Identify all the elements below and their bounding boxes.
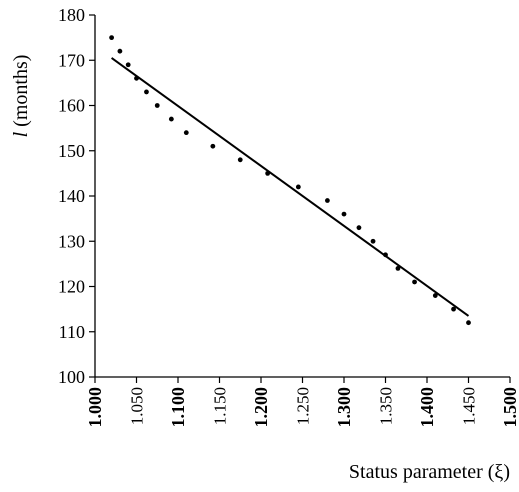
y-tick-label: 110 (59, 322, 85, 342)
x-tick-label: 1.150 (211, 387, 230, 425)
x-tick-label: 1.100 (168, 387, 188, 428)
data-point (370, 238, 376, 244)
x-tick-label: 1.050 (128, 387, 147, 425)
x-tick-label: 1.300 (334, 387, 354, 428)
data-point (125, 62, 131, 68)
data-point (412, 279, 417, 285)
y-tick-label: 120 (58, 277, 85, 297)
data-point (183, 130, 189, 136)
y-axis-title: l (months) (10, 55, 32, 138)
x-tick-label: 1.500 (500, 387, 519, 428)
y-tick-label: 140 (58, 186, 85, 206)
y-tick-label: 130 (58, 231, 85, 251)
y-axis-title-unit: (months) (10, 55, 32, 132)
x-tick-label: 1.450 (460, 387, 479, 425)
plot-area (109, 35, 471, 326)
data-point (168, 116, 174, 122)
data-point (432, 293, 438, 298)
y-tick-label: 170 (58, 50, 85, 70)
data-point (341, 211, 347, 217)
data-point (395, 266, 401, 271)
data-point (144, 89, 149, 95)
data-point (237, 157, 243, 163)
x-axis-title: Status parameter (ξ) (349, 461, 510, 483)
data-point (466, 320, 471, 326)
x-axis-ticks: 1.000 1.050 1.100 1.150 1.200 1.250 1.300 1.350… (85, 377, 519, 428)
data-point (109, 35, 114, 41)
y-tick-label: 180 (58, 5, 85, 25)
x-tick-label: 1.350 (377, 387, 396, 425)
y-axis-title-symbol: l (10, 131, 32, 137)
y-tick-label: 150 (58, 141, 85, 161)
data-point (154, 103, 160, 108)
x-tick-label: 1.400 (417, 387, 437, 428)
data-point (325, 198, 330, 203)
data-point (451, 306, 456, 312)
data-point (117, 48, 123, 54)
data-point (210, 143, 216, 149)
y-axis-ticks: 100 110 120 130 140 150 160 170 180 (58, 5, 95, 387)
x-tick-label: 1.250 (294, 387, 313, 425)
data-point (295, 184, 301, 190)
x-tick-label: 1.200 (251, 387, 271, 428)
x-tick-label: 1.000 (85, 387, 105, 428)
y-tick-label: 100 (58, 367, 85, 387)
fit-line (111, 57, 470, 317)
y-tick-label: 160 (58, 96, 85, 116)
data-point (356, 225, 362, 231)
